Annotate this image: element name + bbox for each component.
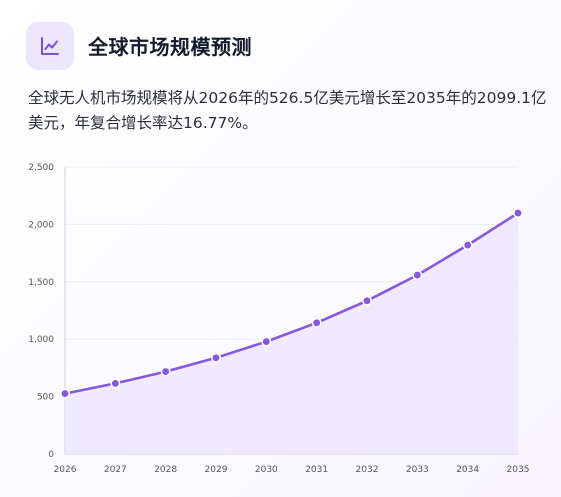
data-point <box>261 336 272 347</box>
y-tick-label: 1,000 <box>28 335 54 345</box>
x-tick-label: 2034 <box>456 465 479 475</box>
x-tick-label: 2027 <box>104 465 127 475</box>
data-point <box>60 388 70 399</box>
page-title: 全球市场规模预测 <box>88 35 252 59</box>
y-tick-label: 0 <box>48 450 54 460</box>
chart-icon-badge <box>26 22 74 70</box>
x-tick-label: 2029 <box>205 465 228 475</box>
x-tick-label: 2033 <box>406 465 429 475</box>
data-point <box>110 378 121 389</box>
x-tick-label: 2032 <box>356 465 379 475</box>
series-line <box>63 211 520 395</box>
x-tick-label: 2026 <box>54 465 77 475</box>
y-tick-label: 2,500 <box>28 163 54 173</box>
data-point <box>412 270 423 281</box>
data-point <box>362 295 372 306</box>
x-tick-label: 2030 <box>255 465 278 475</box>
x-tick-label: 2035 <box>507 465 530 475</box>
data-point <box>160 366 171 377</box>
line-chart-icon <box>41 37 59 55</box>
y-tick-label: 1,500 <box>28 278 54 288</box>
y-tick-label: 2,000 <box>28 220 54 230</box>
x-tick-label: 2028 <box>154 465 177 475</box>
data-point <box>513 208 523 218</box>
data-point <box>211 352 221 363</box>
x-tick-label: 2031 <box>305 465 328 475</box>
y-tick-label: 500 <box>37 393 54 403</box>
data-point <box>462 240 473 251</box>
market-description: 全球无人机市场规模将从2026年的526.5亿美元增长至2035年的2099.1… <box>28 89 547 132</box>
data-point <box>311 317 322 328</box>
market-size-chart: 0 500 1,000 1,500 2,000 2,500 2026 2027 2028 2029… <box>28 163 530 475</box>
